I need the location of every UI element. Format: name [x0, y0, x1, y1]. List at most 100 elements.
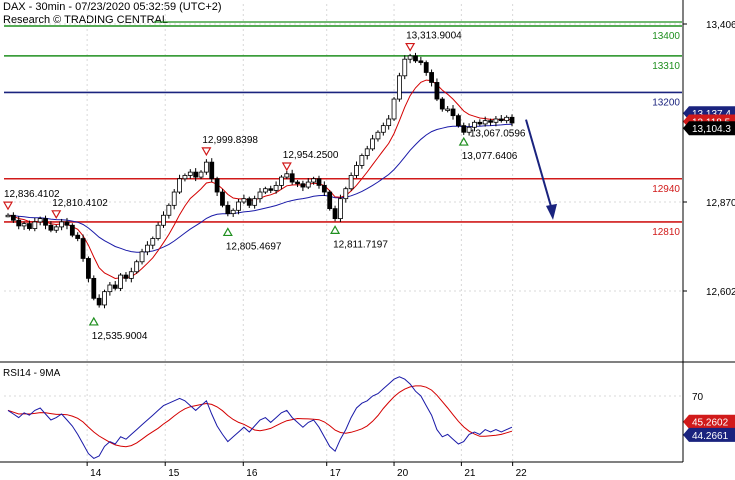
price-tag-bg-2: [683, 121, 735, 136]
price-bar-body: [343, 188, 349, 200]
swing-high-marker-5: [281, 162, 292, 172]
price-bar-body: [112, 284, 118, 289]
y-tick-label-0: 13,406: [706, 20, 735, 31]
price-bar-body: [413, 55, 418, 62]
price-bar-body: [5, 214, 11, 218]
swing-high-label-5: 12,954.2500: [283, 150, 339, 161]
price-bar-body: [504, 116, 510, 122]
price-bar-body: [177, 178, 182, 193]
rsi-tag-label-0: 45.2602: [692, 418, 729, 429]
price-bar-body: [305, 181, 311, 188]
price-bar-body: [118, 274, 123, 289]
x-tick-label-5: 21: [464, 468, 476, 479]
chart-title: DAX - 30min - 07/23/2020 05:32:59 (UTC+2…: [3, 1, 222, 13]
price-bar-body: [246, 198, 252, 206]
x-tick-label-0: 14: [90, 468, 102, 479]
price-series: [5, 52, 515, 309]
chart-subtitle: Research © TRADING CENTRAL: [3, 14, 168, 26]
swing-low-label-8: 13,077.6406: [462, 151, 518, 162]
swing-low-marker-8: [458, 136, 469, 146]
price-bar-body: [300, 183, 306, 188]
swing-low-marker-6: [330, 225, 341, 234]
swing-high-marker-7: [405, 42, 416, 52]
ma-slow-line: [7, 123, 513, 253]
price-bar-body: [364, 148, 370, 156]
price-bar-body: [429, 72, 434, 83]
grid: [4, 4, 682, 462]
price-bar-body: [386, 118, 392, 127]
price-bar-body: [434, 82, 440, 100]
swing-low-marker-4: [222, 227, 233, 237]
price-bar-body: [10, 214, 16, 221]
price-bar-body: [316, 178, 322, 186]
price-bar-body: [150, 238, 156, 246]
price-bar-body: [171, 191, 177, 206]
swing-low-label-2: 12,535.9004: [92, 331, 148, 342]
price-tag-label-2: 13,104.3: [692, 124, 731, 135]
price-bar-body: [193, 171, 199, 178]
price-bar-body: [225, 204, 231, 215]
price-bar-body: [279, 176, 284, 186]
price-bar-body: [397, 75, 402, 100]
price-bar-body: [450, 108, 456, 117]
forecast-arrow-shaft: [525, 119, 553, 211]
price-bar-body: [289, 173, 295, 183]
swing-high-marker-1: [51, 210, 62, 219]
price-bar-body: [96, 297, 102, 306]
price-bar-body: [214, 178, 220, 193]
price-bar-body: [230, 209, 236, 215]
rsi-y-tick-label-0: 70: [692, 392, 704, 403]
price-bar-body: [321, 184, 327, 193]
price-bar-body: [391, 98, 397, 120]
key-levels: 13400 13310 13200 12940 12810: [4, 21, 682, 238]
price-bar-body: [418, 60, 424, 63]
price-bar-body: [423, 62, 429, 73]
price-bar-body: [80, 238, 86, 259]
price-bar-body: [32, 221, 38, 229]
price-bar-body: [134, 261, 140, 273]
level-label-12810: 12810: [652, 227, 680, 238]
rsi-panel-title: RSI14 - 9MA: [3, 368, 61, 379]
swing-high-label-3: 12,999.8398: [202, 135, 258, 146]
rsi-tag-bg-0: [683, 414, 735, 429]
price-bar-body: [257, 191, 263, 200]
rsi-tag-bg-1: [683, 427, 735, 442]
y-tick-label-2: 12,602: [706, 287, 735, 298]
price-label-9: 13,067.0596: [470, 129, 526, 140]
price-bar-body: [187, 171, 193, 176]
swing-low-marker-2: [88, 316, 99, 326]
price-bar-body: [327, 191, 333, 210]
swing-high-marker-3: [201, 147, 212, 157]
level-label-12940: 12940: [652, 184, 680, 195]
price-bar-body: [370, 138, 375, 150]
swing-high-label-7: 13,313.9004: [406, 31, 462, 42]
swing-high-label-0: 12,836.4102: [4, 189, 60, 200]
price-bar-body: [16, 219, 22, 227]
price-bar-body: [48, 224, 54, 231]
price-bar-body: [295, 181, 300, 185]
price-bar-body: [354, 165, 359, 176]
y-tick-label-1: 12,870: [706, 198, 735, 209]
price-bar-body: [203, 161, 209, 173]
price-bar-body: [161, 214, 166, 226]
price-bar-body: [91, 277, 97, 299]
price-bar-body: [477, 121, 483, 125]
price-bar-body: [64, 221, 70, 226]
price-bar-body: [482, 120, 488, 125]
price-bar-body: [21, 223, 27, 227]
price-bar-body: [359, 155, 365, 166]
price-bar-body: [402, 58, 408, 77]
price-bar-body: [37, 218, 43, 223]
x-tick-label-1: 15: [168, 468, 180, 479]
price-bar-body: [139, 251, 145, 263]
price-bar-body: [445, 108, 451, 111]
price-bar-body: [380, 125, 386, 133]
swing-low-label-6: 12,811.7197: [333, 239, 388, 250]
rsi-line: [7, 376, 513, 459]
price-bar-body: [241, 198, 247, 203]
price-bar-body: [107, 284, 113, 293]
price-bar-body: [466, 126, 472, 133]
price-bar-body: [439, 98, 445, 110]
